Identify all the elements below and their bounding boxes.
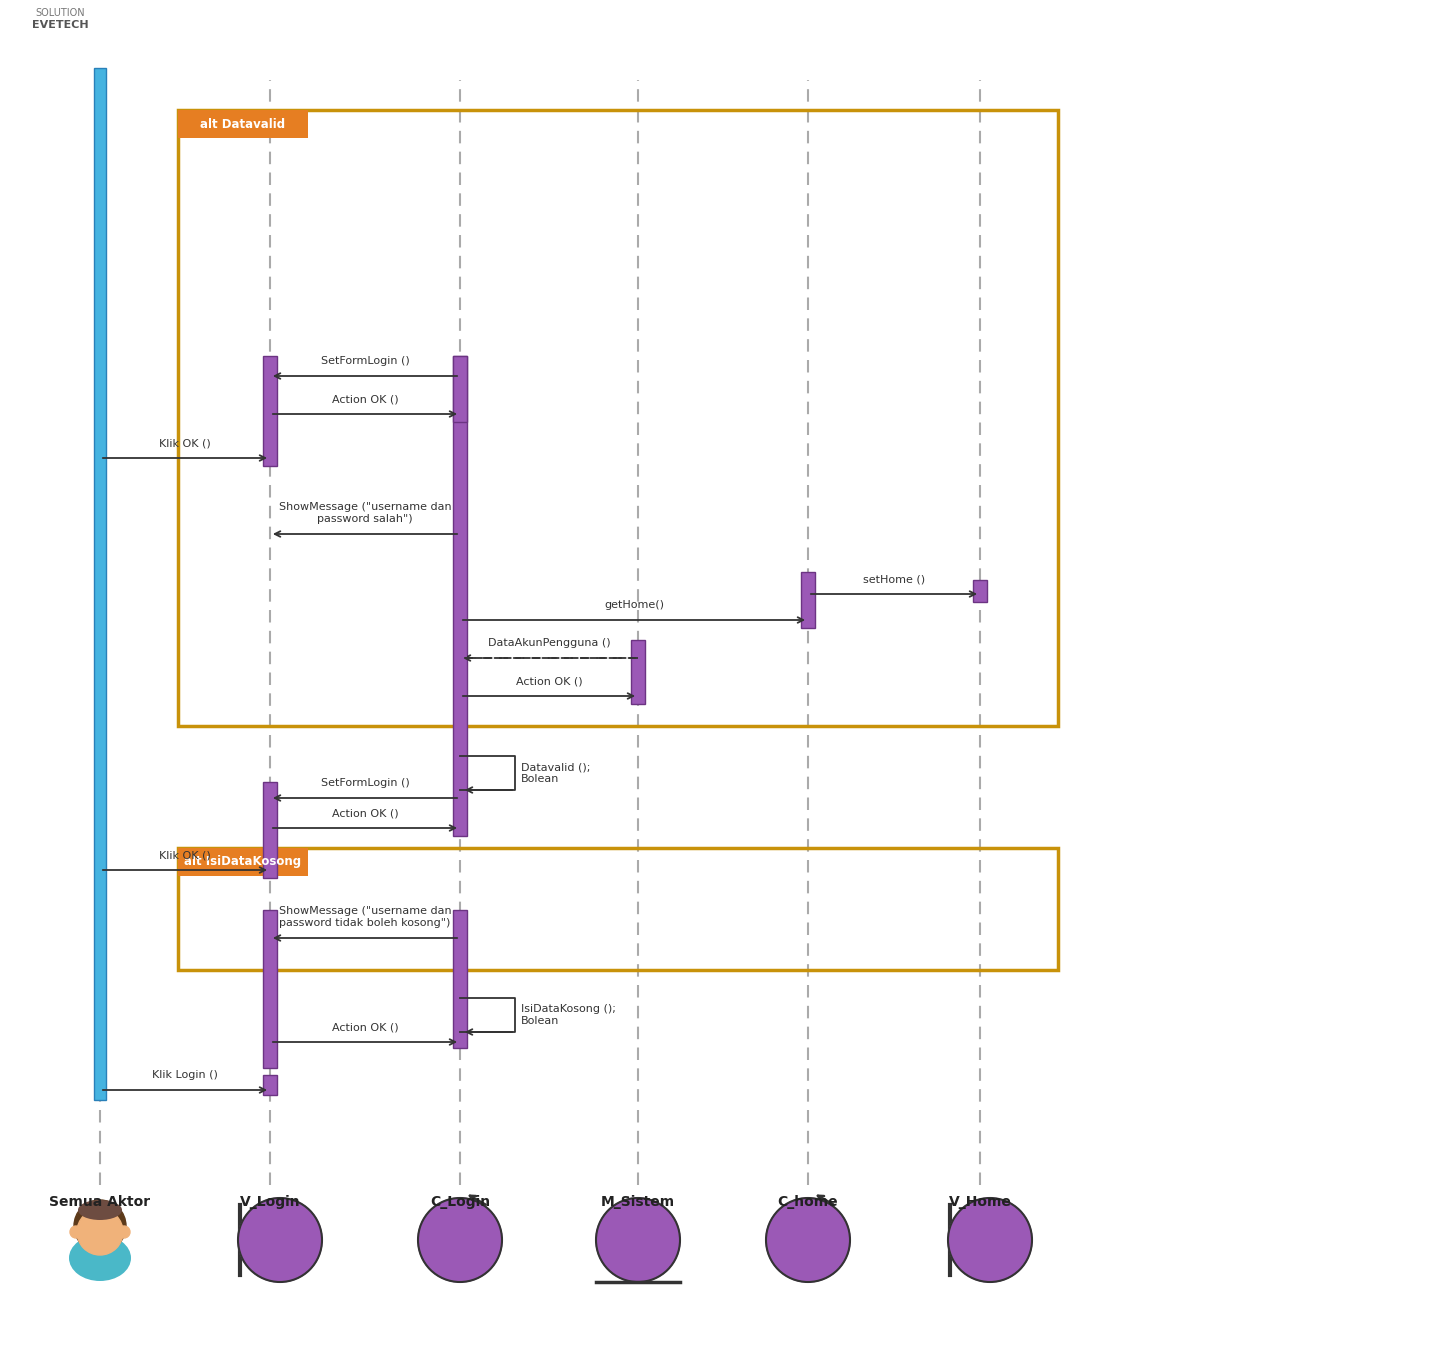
Bar bbox=[972, 580, 987, 602]
Text: Bolean: Bolean bbox=[521, 1016, 559, 1027]
Text: Klik OK (): Klik OK () bbox=[159, 439, 210, 448]
Text: Klik OK (): Klik OK () bbox=[159, 850, 210, 860]
Bar bbox=[453, 356, 468, 422]
Text: Action OK (): Action OK () bbox=[332, 1023, 399, 1032]
Text: Datavalid ();: Datavalid (); bbox=[521, 762, 591, 771]
Text: IsiDataKosong ();: IsiDataKosong (); bbox=[521, 1004, 616, 1014]
Text: getHome(): getHome() bbox=[603, 600, 664, 610]
Text: password tidak boleh kosong"): password tidak boleh kosong") bbox=[279, 918, 450, 928]
Text: DataAkunPengguna (): DataAkunPengguna () bbox=[488, 638, 611, 648]
Bar bbox=[94, 68, 106, 1100]
Bar bbox=[177, 110, 307, 139]
Bar bbox=[801, 572, 815, 627]
Ellipse shape bbox=[79, 1200, 122, 1219]
Bar bbox=[263, 782, 277, 879]
Circle shape bbox=[119, 1226, 130, 1238]
Text: Semua Aktor: Semua Aktor bbox=[50, 1195, 150, 1209]
Bar bbox=[263, 356, 277, 466]
Text: SetFormLogin (): SetFormLogin () bbox=[320, 778, 409, 788]
Text: Bolean: Bolean bbox=[521, 774, 559, 784]
Text: SOLUTION: SOLUTION bbox=[36, 8, 84, 18]
Circle shape bbox=[237, 1198, 322, 1282]
Text: ShowMessage ("username dan: ShowMessage ("username dan bbox=[279, 502, 452, 512]
Text: password salah"): password salah") bbox=[317, 513, 413, 524]
Text: Klik Login (): Klik Login () bbox=[152, 1070, 217, 1080]
Ellipse shape bbox=[69, 1234, 132, 1281]
Circle shape bbox=[70, 1226, 82, 1238]
Text: C_Login: C_Login bbox=[430, 1195, 490, 1209]
Text: Action OK (): Action OK () bbox=[332, 808, 399, 818]
Text: alt IsiDataKosong: alt IsiDataKosong bbox=[184, 856, 302, 869]
Text: V_Login: V_Login bbox=[240, 1195, 300, 1209]
Bar bbox=[453, 356, 468, 837]
Bar bbox=[263, 1076, 277, 1095]
Bar bbox=[177, 847, 307, 876]
Text: Action OK (): Action OK () bbox=[332, 394, 399, 403]
Circle shape bbox=[77, 1209, 123, 1255]
Text: EVETECH: EVETECH bbox=[31, 20, 89, 30]
Text: alt Datavalid: alt Datavalid bbox=[200, 118, 286, 130]
Text: Action OK (): Action OK () bbox=[516, 676, 582, 686]
Text: M_Sistem: M_Sistem bbox=[601, 1195, 675, 1209]
Bar bbox=[177, 110, 1058, 727]
Circle shape bbox=[948, 1198, 1032, 1282]
Text: ShowMessage ("username dan: ShowMessage ("username dan bbox=[279, 906, 452, 917]
Text: SetFormLogin (): SetFormLogin () bbox=[320, 356, 409, 367]
Text: setHome (): setHome () bbox=[862, 574, 925, 584]
Text: C_home: C_home bbox=[778, 1195, 838, 1209]
Bar bbox=[177, 847, 1058, 970]
Circle shape bbox=[418, 1198, 502, 1282]
Text: V_Home: V_Home bbox=[948, 1195, 1011, 1209]
Bar bbox=[263, 910, 277, 1067]
Circle shape bbox=[596, 1198, 681, 1282]
Circle shape bbox=[74, 1200, 126, 1252]
Circle shape bbox=[766, 1198, 849, 1282]
Bar bbox=[631, 640, 645, 703]
Bar bbox=[453, 910, 468, 1048]
